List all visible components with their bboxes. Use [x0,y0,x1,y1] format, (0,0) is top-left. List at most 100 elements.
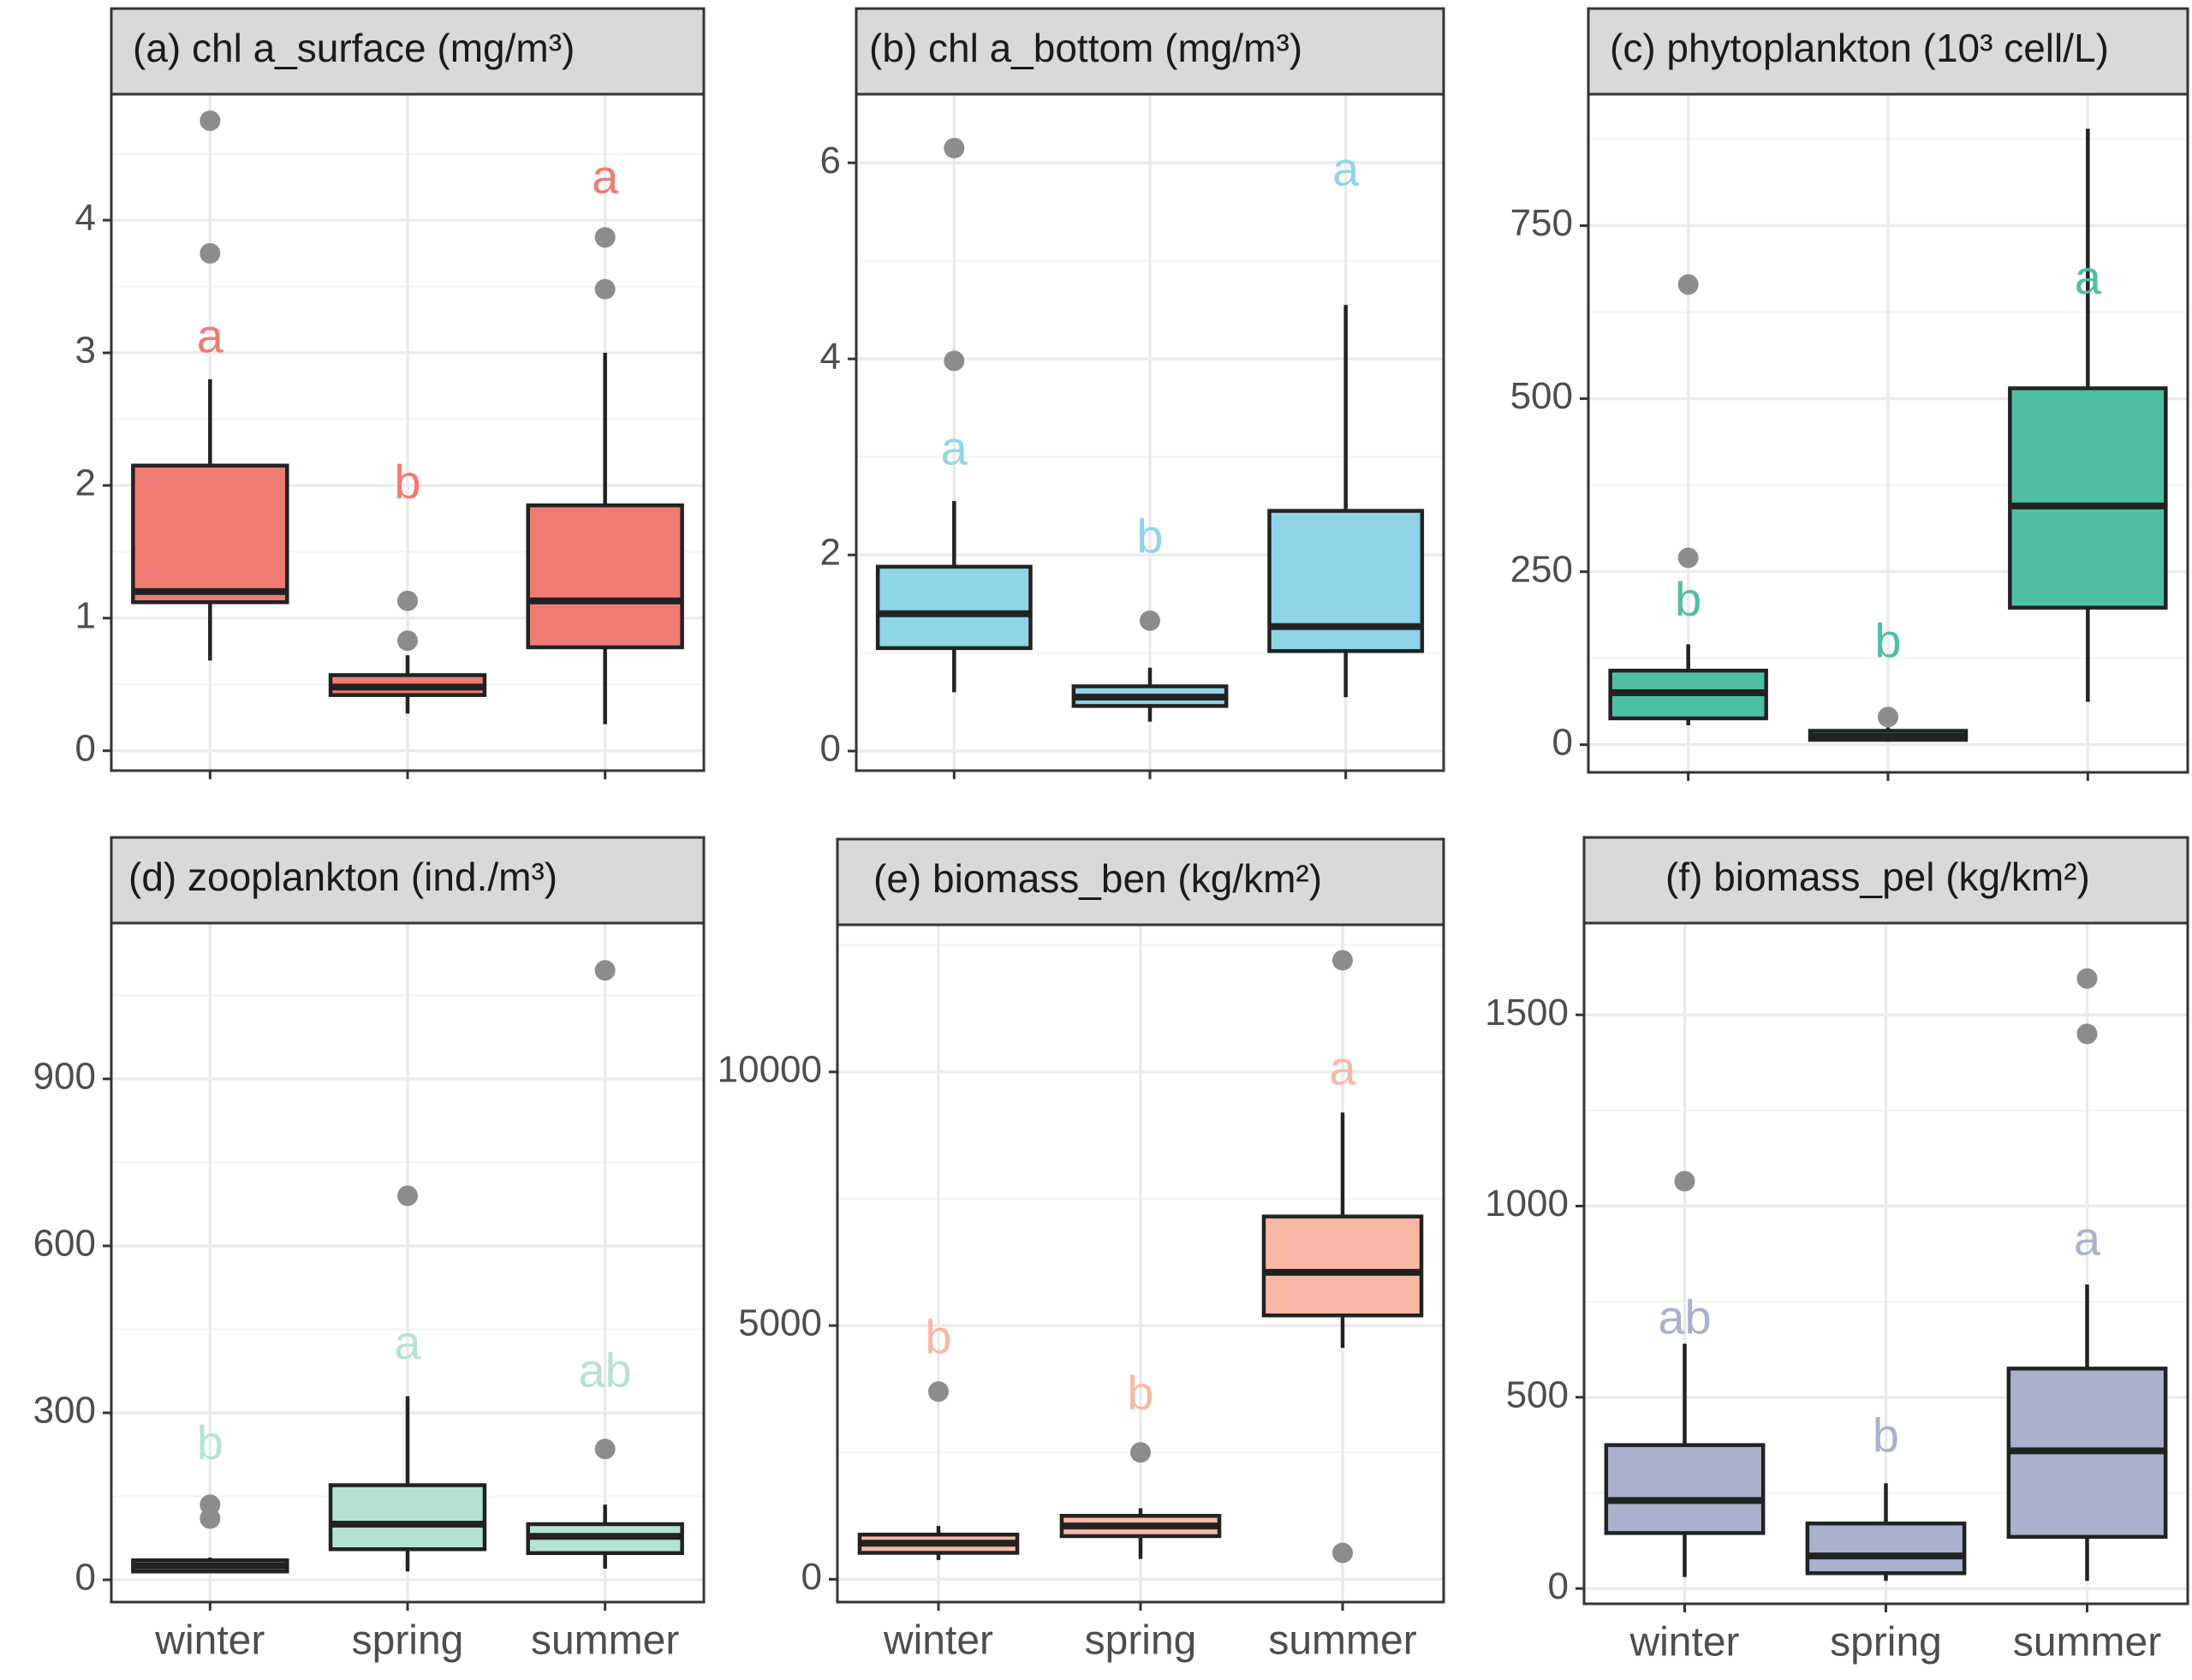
y-tick-label: 2 [820,532,841,574]
outlier-point [594,1439,616,1460]
x-tick-label: spring [1085,1618,1197,1664]
outlier-point [397,1185,418,1206]
panel-e: b b a (e) biomass_ben (kg/km²) 0 5000 10000 win… [718,837,1445,1664]
box-summer [1267,509,1425,653]
y-tick-label: 500 [1510,375,1573,417]
significance-letter: b [1874,613,1901,667]
box-summer [526,503,684,650]
significance-letter: a [1329,1041,1356,1095]
y-tick-label: 3 [75,330,96,372]
significance-letter: a [394,1315,421,1369]
x-tick-label: winter [883,1618,993,1664]
outlier-point [397,630,418,652]
panel-c: b b a (c) phytoplankton (10³ cell/L) 0 250 500… [1510,7,2189,781]
y-tick-label: 600 [33,1223,96,1265]
facet-strip [836,837,1445,926]
significance-letter: a [592,149,619,203]
significance-letter: b [925,1310,951,1364]
facet-title: (d) zooplankton (ind./m³) [128,855,557,899]
outlier-point [594,278,616,300]
significance-letter: a [197,308,224,362]
y-tick-label: 0 [1548,1565,1569,1607]
y-tick-label: 750 [1510,202,1573,244]
outlier-point [200,242,221,264]
y-tick-label: 4 [820,336,841,378]
outlier-point [594,227,616,248]
x-tick-label: spring [352,1618,464,1664]
outlier-point [397,590,418,611]
panel-d: b a ab (d) zooplankton (ind./m³) 0 300 600 900 w… [33,836,706,1664]
facet-strip [1582,836,2189,925]
facet-title: (c) phytoplankton (10³ cell/L) [1610,26,2109,70]
y-tick-label: 1 [75,594,96,636]
y-tick-label: 0 [1552,721,1573,763]
significance-letter: b [1675,572,1701,626]
significance-letter: a [2075,250,2102,304]
significance-letter: ab [1658,1290,1711,1343]
x-tick-label: spring [1830,1620,1942,1665]
box-winter [131,463,289,605]
panel-f: ab b a (f) biomass_pel (kg/km²) 0 500 1000 1500… [1485,836,2189,1665]
outlier-point [1332,1542,1353,1564]
significance-letter: a [941,421,968,475]
facet-strip [1587,7,2189,96]
x-tick-label: winter [154,1618,265,1664]
facet-title: (f) biomass_pel (kg/km²) [1665,855,2090,899]
outlier-point [2076,968,2098,989]
outlier-point [200,110,221,131]
y-tick-label: 0 [75,727,96,769]
significance-letter: ab [579,1343,632,1397]
y-tick-label: 5000 [738,1302,822,1344]
facet-title: (e) biomass_ben (kg/km²) [873,856,1322,901]
outlier-point [1674,1171,1695,1192]
outlier-point [1677,274,1699,295]
y-tick-label: 0 [75,1557,96,1599]
significance-letter: b [1136,509,1163,563]
box-spring [328,1483,487,1552]
outlier-point [1878,706,1898,728]
outlier-point [1332,950,1353,971]
outlier-point [1140,610,1160,631]
facet-strip [110,836,706,925]
significance-letter: a [2074,1212,2101,1266]
y-tick-label: 4 [75,197,96,239]
significance-letter: b [197,1415,223,1469]
facet-title: (a) chl a_surface (mg/m³) [133,26,575,70]
outlier-point [1677,547,1699,569]
facet-strip [110,7,706,96]
outlier-point [200,1494,221,1516]
outlier-point [928,1381,949,1403]
box-winter [875,564,1033,651]
y-tick-label: 0 [801,1556,822,1598]
y-tick-label: 250 [1510,548,1573,590]
outlier-point [1130,1442,1151,1463]
y-tick-label: 10000 [718,1048,822,1090]
significance-letter: b [394,455,420,509]
box-summer [1261,1214,1424,1318]
y-tick-label: 2 [75,462,96,504]
y-tick-label: 500 [1506,1373,1569,1415]
x-tick-label: summer [1268,1618,1416,1664]
y-tick-label: 0 [820,728,841,770]
outlier-point [944,350,965,372]
significance-letter: b [1127,1366,1153,1420]
x-tick-label: summer [2013,1620,2161,1665]
y-tick-label: 6 [820,140,841,182]
facet-title: (b) chl a_bottom (mg/m³) [869,26,1302,70]
panel-a: a b a (a) chl a_surface (mg/m³) 0 1 2 3 4 [75,7,706,779]
box-summer [2008,386,2168,610]
y-tick-label: 1500 [1485,992,1569,1034]
box-winter [1604,1443,1766,1535]
outlier-point [2076,1023,2098,1045]
significance-letter: b [1873,1409,1899,1463]
y-tick-label: 900 [33,1056,96,1098]
panel-b: a b a (b) chl a_bottom (mg/m³) 0 2 4 6 [820,7,1445,779]
panels-group: aba(a) chl a_surface (mg/m³)01234aba(b) … [33,7,2189,1665]
x-tick-label: winter [1629,1620,1739,1665]
outlier-point [944,137,965,158]
facet-strip [855,7,1445,96]
y-tick-label: 300 [33,1390,96,1432]
x-tick-label: summer [531,1618,679,1664]
outlier-point [594,960,616,981]
